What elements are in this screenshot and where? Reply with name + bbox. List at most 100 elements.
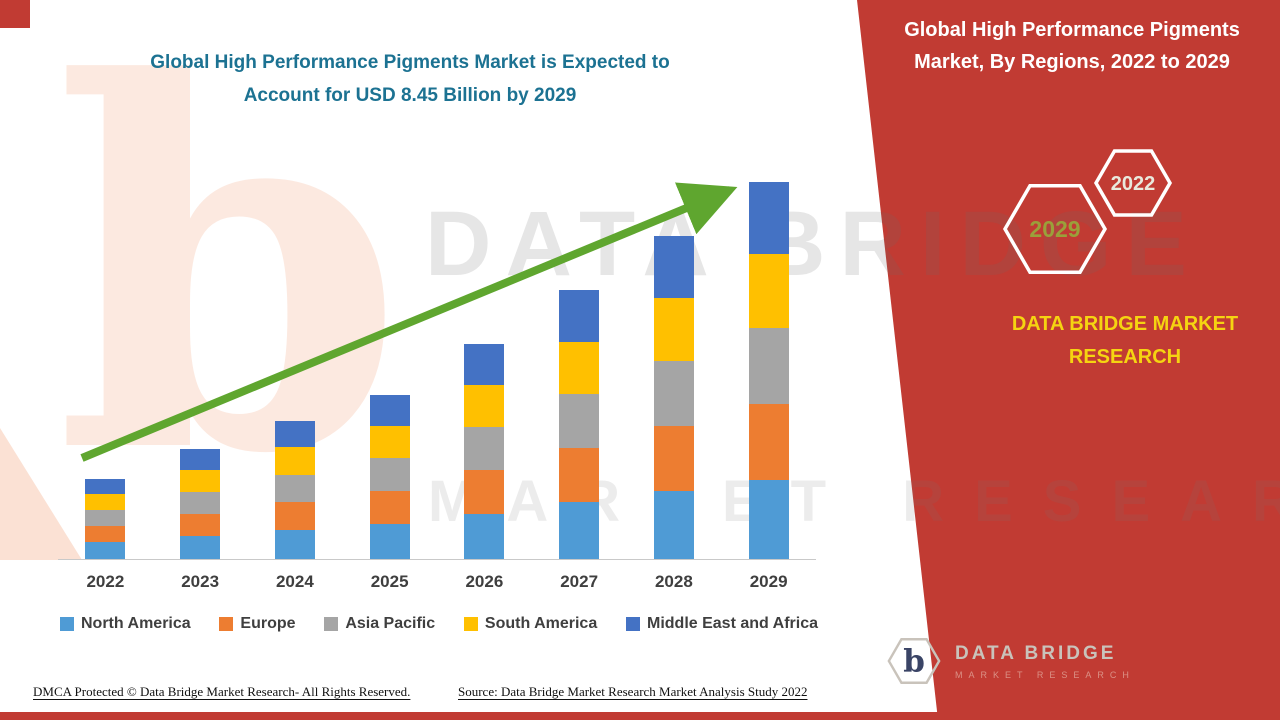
bar-segment-asia-pacific [653,361,694,427]
chart-title-line1: Global High Performance Pigments Market … [150,52,670,73]
legend-swatch-icon [463,617,478,631]
bars [58,182,816,560]
bar-segment-south-america [85,494,126,510]
logo-hexagon-icon: b [887,638,941,684]
chart-title: Global High Performance Pigments Market … [60,46,760,113]
bar-segment-north-america [180,535,221,559]
bar-segment-north-america [369,524,410,559]
legend: North America Europe Asia Pacific South Ame… [60,615,818,633]
bar-stack [369,394,410,559]
legend-item: South America [463,615,598,633]
bar-segment-middle-east-and-africa [464,344,505,386]
legend-swatch-icon [324,617,339,631]
bar-column-2022 [58,183,153,559]
legend-label: Asia Pacific [345,615,436,632]
bar-stack [559,289,600,559]
brand-wordmark: DATA BRIDGE MARKET RESEARCH [990,308,1260,374]
bar-segment-europe [274,502,315,530]
legend-swatch-icon [626,617,640,631]
bar-segment-europe [653,426,694,491]
x-tick-label: 2027 [560,572,599,591]
bar-stack [748,182,789,559]
logo-name: DATA BRIDGE [955,642,1117,664]
bar-segment-south-america [464,385,505,428]
bar-segment-asia-pacific [85,509,126,526]
logo-letter: b [903,644,925,680]
bar-segment-north-america [559,502,600,559]
stacked-bar-chart: 2022 2023 2024 2025 2026 2027 2028 2029 [58,182,816,592]
bar-segment-europe [85,525,126,542]
bar-segment-middle-east-and-africa [559,289,600,342]
bar-segment-north-america [653,490,694,559]
bar-segment-middle-east-and-africa [85,479,126,495]
badge-2029-label: 2029 [1029,216,1080,242]
bar-column-2024 [248,183,343,559]
legend-swatch-icon [60,617,74,631]
hexagon-badge-2029-icon [1002,183,1108,275]
bar-segment-middle-east-and-africa [274,421,315,448]
bar-column-2027 [532,183,627,559]
bar-column-2023 [153,183,248,559]
bar-segment-south-america [559,341,600,395]
bar-segment-asia-pacific [274,474,315,503]
bar-stack [464,344,505,559]
dmca-notice: DMCA Protected © Data Bridge Market Rese… [33,684,411,699]
bar-segment-europe [464,470,505,514]
logo-text-block: DATA BRIDGE MARKET RESEARCH [955,643,1135,680]
bar-stack [85,479,126,559]
x-tick-label: 2024 [275,572,314,591]
brand-line2: RESEARCH [1068,346,1182,368]
bar-column-2026 [437,183,532,559]
bar-column-2029 [721,182,816,559]
bar-segment-middle-east-and-africa [653,235,694,298]
bar-segment-asia-pacific [559,394,600,449]
bar-segment-middle-east-and-africa [369,394,410,427]
hexagon-badge-2022-icon [1093,149,1173,217]
x-tick-label: 2026 [465,572,504,591]
x-tick-label: 2028 [654,572,693,591]
x-tick-label: 2022 [86,572,125,591]
bar-segment-middle-east-and-africa [748,182,789,255]
badge-2022-label: 2022 [1111,173,1156,195]
bar-column-2028 [627,183,722,559]
legend-label: Europe [240,615,296,632]
bar-segment-asia-pacific [464,427,505,471]
rp-heading-line1: Global High Performance Pigments [904,19,1240,41]
bar-column-2025 [342,183,437,559]
x-tick-label: 2025 [370,572,409,591]
bar-stack [274,421,315,559]
bar-segment-europe [180,513,221,536]
bar-stack [653,235,694,559]
legend-label: North America [81,615,191,632]
logo-tagline: MARKET RESEARCH [955,669,1135,680]
right-panel-heading: Global High Performance Pigments Market,… [872,14,1272,78]
x-axis-labels: 2022 2023 2024 2025 2026 2027 2028 2029 [58,560,816,592]
legend-item: Asia Pacific [324,615,435,633]
bar-segment-north-america [274,530,315,559]
bar-segment-south-america [369,426,410,459]
bar-stack [180,449,221,559]
legend-item: North America [60,615,191,633]
bar-segment-south-america [748,254,789,329]
legend-item: Europe [219,615,296,633]
right-red-panel [857,0,1280,720]
bar-segment-middle-east-and-africa [180,449,221,471]
bar-segment-asia-pacific [180,491,221,514]
legend-item: Middle East and Africa [626,615,818,633]
legend-label: South America [484,615,598,632]
brand-line1: DATA BRIDGE MARKET [1011,313,1239,335]
bar-segment-south-america [180,470,221,492]
bar-segment-europe [748,403,789,480]
bar-segment-south-america [653,297,694,362]
bar-segment-europe [369,491,410,525]
bottom-accent-strip [0,712,1280,720]
bar-segment-asia-pacific [748,328,789,404]
top-left-accent [0,0,30,28]
bar-segment-north-america [748,479,789,559]
chart-title-line2: Account for USD 8.45 Billion by 2029 [243,85,577,107]
x-tick-label: 2029 [749,572,788,591]
legend-label: Middle East and Africa [647,615,818,632]
rp-heading-line2: Market, By Regions, 2022 to 2029 [914,51,1230,73]
bar-segment-north-america [85,542,126,559]
